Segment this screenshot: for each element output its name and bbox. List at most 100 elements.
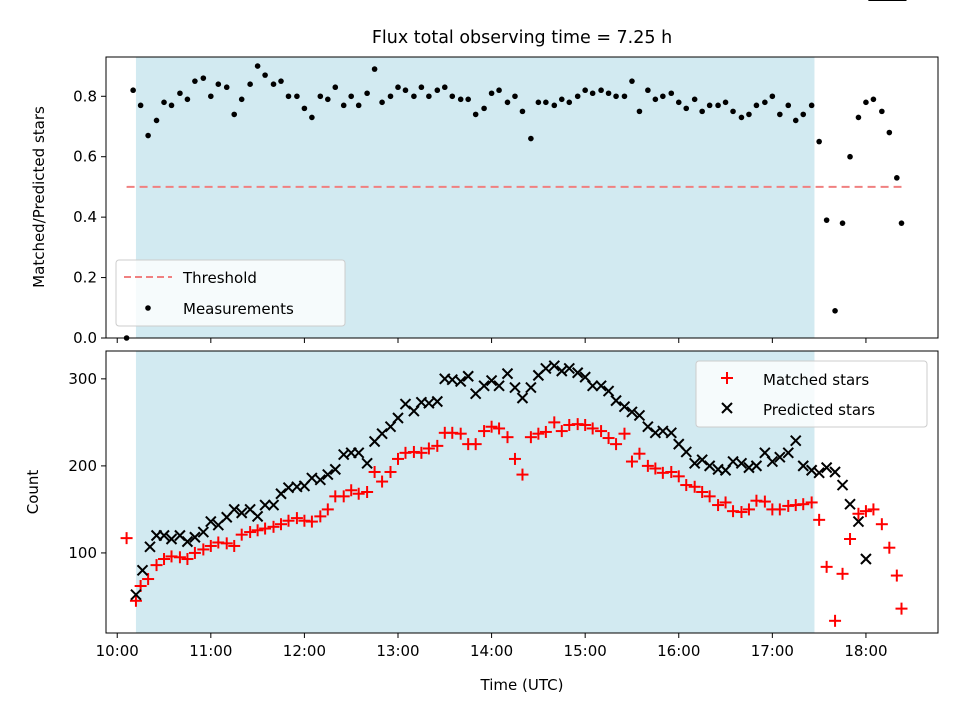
matched-star-point	[368, 465, 381, 478]
measurement-point	[177, 90, 183, 97]
matched-star-point	[129, 594, 142, 607]
legend-threshold-label: Threshold	[182, 269, 257, 287]
measurement-point	[434, 87, 441, 94]
matched-star-point	[539, 425, 552, 438]
predicted-star-point	[836, 479, 849, 491]
measurement-point	[426, 93, 432, 100]
measurement-point	[823, 217, 830, 223]
matched-star-point	[181, 553, 194, 566]
ratio-y-axis-label: Matched/Predicted stars	[30, 106, 48, 288]
matched-star-point	[586, 422, 599, 435]
matched-star-point	[852, 507, 865, 520]
predicted-star-point	[478, 380, 490, 392]
matched-star-point	[742, 503, 755, 516]
measurement-point	[722, 99, 729, 106]
measurement-point	[777, 111, 783, 118]
matched-star-point	[431, 439, 444, 452]
legend-matched-swatch	[721, 372, 733, 384]
predicted-star-point	[665, 427, 677, 439]
matched-star-point	[259, 522, 272, 535]
matched-star-point	[508, 452, 521, 465]
matched-star-point	[532, 427, 545, 440]
predicted-star-point	[586, 380, 599, 392]
predicted-star-point	[595, 380, 607, 392]
predicted-star-point	[735, 457, 748, 469]
matched-star-point	[282, 514, 295, 527]
measurement-point	[402, 87, 409, 94]
predicted-star-point	[158, 529, 170, 542]
measurement-point	[605, 90, 612, 97]
measurement-point	[247, 81, 253, 87]
matched-star-point	[235, 528, 248, 541]
measurement-point	[699, 108, 705, 115]
predicted-star-point	[633, 409, 646, 422]
measurement-point	[808, 102, 815, 109]
measurement-point	[691, 96, 698, 103]
count-legend: Matched stars Predicted stars	[695, 360, 928, 428]
measurement-point	[535, 99, 542, 106]
predicted-star-point	[454, 375, 467, 388]
measurement-point	[730, 108, 736, 115]
matched-star-point	[485, 420, 498, 433]
matched-star-point	[867, 503, 880, 516]
measurement-point	[371, 66, 378, 72]
measurement-point	[325, 96, 331, 103]
matched-star-point	[555, 425, 568, 438]
x-tick-label: 14:00	[470, 642, 513, 660]
predicted-star-point	[197, 526, 210, 538]
matched-star-point	[314, 510, 327, 523]
measurement-point	[184, 96, 191, 103]
measurement-point	[309, 114, 315, 121]
measurement-point	[364, 90, 370, 97]
matched-star-point	[415, 446, 428, 459]
matched-star-point	[376, 475, 389, 488]
predicted-star-point	[516, 392, 529, 404]
legend-measurements-swatch	[145, 305, 151, 311]
predicted-star-point	[610, 394, 622, 407]
x-tick-label: 17:00	[751, 642, 794, 660]
matched-star-point	[813, 513, 826, 526]
measurement-point	[512, 93, 518, 100]
matched-star-point	[228, 539, 241, 552]
predicted-star-point	[805, 464, 818, 476]
legend-predicted-swatch	[721, 402, 733, 414]
matched-star-point	[758, 495, 771, 508]
matched-star-point	[422, 442, 435, 455]
predicted-star-point	[548, 360, 560, 372]
measurement-point	[238, 96, 245, 103]
predicted-star-point	[602, 385, 615, 397]
measurement-point	[301, 105, 308, 112]
matched-star-point	[305, 515, 318, 528]
measurement-point	[395, 84, 401, 91]
predicted-star-point	[446, 374, 458, 386]
measurement-point	[168, 102, 175, 109]
ratio-y-tick-label: 0.4	[73, 208, 97, 226]
measurement-point	[898, 220, 905, 226]
measurement-point	[589, 90, 596, 97]
measurement-point	[816, 138, 822, 145]
measurement-point	[847, 153, 853, 160]
matched-star-point	[595, 425, 608, 438]
matched-star-point	[391, 452, 404, 465]
matched-star-point	[665, 465, 678, 478]
predicted-star-point	[525, 381, 537, 394]
matched-star-point	[120, 532, 133, 545]
predicted-star-point	[361, 457, 373, 469]
predicted-star-point	[306, 472, 318, 484]
measurement-point	[879, 108, 885, 115]
predicted-star-point	[165, 533, 178, 545]
matched-star-point	[649, 462, 662, 475]
matched-star-point	[680, 479, 693, 492]
matched-star-point	[220, 537, 233, 550]
predicted-star-point	[820, 461, 833, 474]
predicted-star-point	[797, 460, 809, 472]
predicted-star-point	[813, 467, 825, 479]
matched-star-point	[454, 427, 467, 440]
matched-star-point	[188, 546, 201, 559]
measurement-point	[746, 111, 752, 118]
matched-star-point	[719, 496, 732, 509]
measurement-point	[519, 108, 526, 115]
measurement-point	[706, 102, 713, 109]
measurement-point	[496, 87, 502, 94]
matched-star-point	[173, 551, 186, 564]
